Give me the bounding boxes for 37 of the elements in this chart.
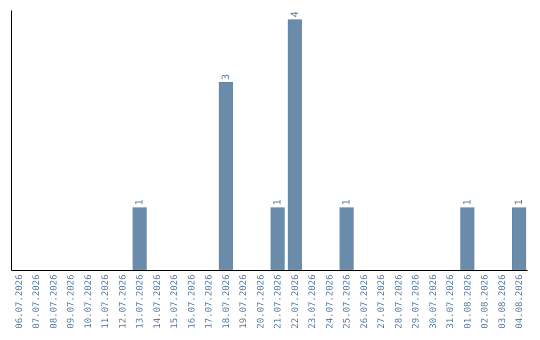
x-tick-label: 28.07.2026 <box>394 274 404 329</box>
x-tick-label: 15.07.2026 <box>170 274 180 329</box>
x-tick-label: 11.07.2026 <box>101 274 112 329</box>
data-label: 4 <box>290 11 301 18</box>
data-label: 1 <box>134 199 146 206</box>
x-tick-label: 12.07.2026 <box>118 274 128 329</box>
x-tick-label: 10.07.2026 <box>84 274 94 329</box>
x-tick-label: 31.07.2026 <box>446 274 456 329</box>
x-tick-label: 03.08.2026 <box>498 274 508 329</box>
x-tick-label: 16.07.2026 <box>187 274 198 329</box>
x-tick-label: 18.07.2026 <box>222 274 232 329</box>
x-tick-label: 27.07.2026 <box>377 274 388 329</box>
x-tick-label: 09.07.2026 <box>66 274 77 329</box>
x-tick-label: 01.08.2026 <box>463 274 474 329</box>
x-tick-label: 04.08.2026 <box>515 274 526 329</box>
x-tick-label: 07.07.2026 <box>32 274 42 329</box>
data-label: 1 <box>272 199 284 206</box>
x-tick-label: 30.07.2026 <box>428 274 439 329</box>
x-tick-label: 29.07.2026 <box>412 274 422 329</box>
x-tick-label: 17.07.2026 <box>204 274 215 329</box>
x-tick-label: 19.07.2026 <box>239 274 250 329</box>
data-label: 3 <box>220 74 232 80</box>
data-label: 1 <box>514 199 526 206</box>
x-tick-label: 06.07.2026 <box>14 274 25 329</box>
x-tick-label: 13.07.2026 <box>136 274 146 329</box>
x-tick-label: 24.07.2026 <box>325 274 336 329</box>
x-tick-label: 26.07.2026 <box>360 274 370 329</box>
x-tick-label: 08.07.2026 <box>49 274 60 329</box>
x-tick-label: 25.07.2026 <box>342 274 353 329</box>
x-tick-label: 02.08.2026 <box>480 274 491 329</box>
x-tick-label: 14.07.2026 <box>152 274 163 329</box>
x-tick-label: 22.07.2026 <box>290 274 301 329</box>
x-tick-label: 21.07.2026 <box>274 274 284 329</box>
data-label: 1 <box>342 199 353 206</box>
x-tick-label: 23.07.2026 <box>308 274 318 329</box>
data-label: 1 <box>462 199 474 206</box>
x-tick-label: 20.07.2026 <box>256 274 266 329</box>
